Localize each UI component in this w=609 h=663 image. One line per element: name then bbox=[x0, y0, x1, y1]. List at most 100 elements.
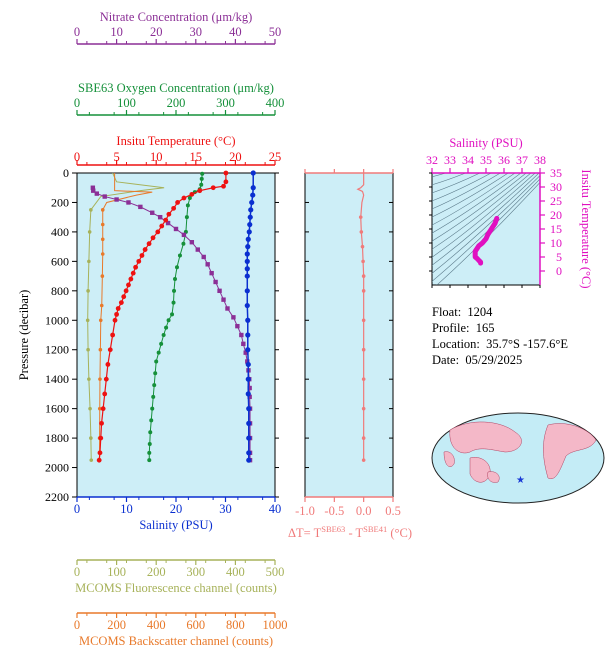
nitrate-tick-label: 30 bbox=[190, 25, 203, 39]
ts-point bbox=[478, 260, 483, 266]
temperature-point bbox=[159, 223, 165, 229]
temperature-tick-label: 0 bbox=[74, 150, 80, 164]
fluorescence-point bbox=[89, 208, 93, 212]
ts-density-contour bbox=[432, 173, 527, 242]
salinity-point bbox=[245, 236, 251, 242]
ts-temperature-tick-label: 25 bbox=[550, 194, 562, 208]
pressure-tick-label: 600 bbox=[51, 254, 69, 268]
backscatter-tick-label: 1000 bbox=[263, 618, 288, 632]
ts-point bbox=[494, 216, 499, 221]
nitrate-point bbox=[138, 204, 143, 210]
nitrate-point bbox=[173, 226, 179, 232]
delta-t-title-part: ΔT= T bbox=[288, 526, 322, 540]
oxygen-point bbox=[147, 450, 152, 455]
salinity-point bbox=[246, 229, 252, 235]
backscatter-point bbox=[100, 274, 105, 278]
temperature-point bbox=[103, 376, 109, 382]
temperature-point bbox=[142, 247, 148, 252]
temperature-series bbox=[96, 170, 229, 463]
pressure-tick-label: 1800 bbox=[45, 431, 69, 445]
salinity-point bbox=[244, 302, 250, 309]
pressure-tick-label: 2000 bbox=[45, 461, 69, 475]
salinity-tick-label: 10 bbox=[120, 502, 133, 516]
backscatter-tick-label: 400 bbox=[147, 618, 166, 632]
nitrate-point bbox=[201, 254, 206, 260]
temperature-tick-label: 15 bbox=[190, 150, 203, 164]
fluorescence-point bbox=[87, 259, 91, 264]
delta-t-tick-label: 0.5 bbox=[385, 504, 401, 518]
ts-temperature-tick-label: 20 bbox=[550, 208, 562, 222]
delta-t-point bbox=[360, 244, 365, 249]
salinity-point bbox=[245, 332, 251, 338]
ts-density-contour bbox=[432, 173, 516, 226]
nitrate-axis: 0 10 20 30 40 50 Nitrate Concentration (μm/kg) bbox=[74, 10, 282, 45]
oxygen-point bbox=[177, 253, 182, 258]
delta-t-tick-label: -0.5 bbox=[324, 504, 344, 518]
backscatter-point bbox=[100, 222, 105, 227]
nitrate-tick-label: 0 bbox=[74, 25, 80, 39]
ts-plot-area bbox=[431, 172, 541, 286]
nitrate-point bbox=[165, 220, 171, 226]
nitrate-point bbox=[217, 288, 222, 294]
salinity-point bbox=[247, 214, 253, 220]
nitrate-point bbox=[245, 359, 250, 364]
backscatter-point bbox=[98, 318, 103, 323]
nitrate-axis-title: Nitrate Concentration (μm/kg) bbox=[100, 10, 253, 24]
temperature-point bbox=[115, 306, 121, 311]
nitrate-point bbox=[102, 194, 107, 199]
nitrate-tick-label: 40 bbox=[229, 25, 242, 39]
nitrate-point bbox=[247, 385, 252, 391]
delta-t-point bbox=[358, 215, 363, 219]
ts-salinity-tick-label: 32 bbox=[426, 153, 438, 167]
oxygen-tick-label: 400 bbox=[266, 96, 285, 110]
salinity-point bbox=[245, 244, 251, 250]
ts-temperature-tick-label: 0 bbox=[556, 264, 562, 278]
fluorescence-tick-label: 400 bbox=[226, 565, 245, 579]
delta-t-plot-area bbox=[304, 172, 394, 498]
fluorescence-point bbox=[89, 436, 93, 440]
fluorescence-point bbox=[88, 406, 92, 411]
temperature-point bbox=[181, 195, 187, 201]
temperature-point bbox=[171, 205, 177, 211]
fluorescence-tick-label: 200 bbox=[147, 565, 166, 579]
fluorescence-point bbox=[89, 458, 94, 462]
world-map: ★ bbox=[431, 412, 605, 504]
backscatter-point bbox=[100, 208, 105, 212]
oxygen-tick-label: 100 bbox=[117, 96, 136, 110]
fluorescence-point bbox=[87, 377, 91, 381]
temperature-point bbox=[189, 191, 195, 197]
salinity-point bbox=[244, 258, 250, 264]
oxygen-point bbox=[154, 359, 159, 364]
nitrate-point bbox=[126, 200, 131, 205]
temperature-point bbox=[97, 450, 103, 456]
location-value: 35.7°S -157.6°E bbox=[486, 337, 569, 351]
fluorescence-point bbox=[85, 318, 90, 323]
oxygen-point bbox=[199, 176, 204, 181]
ts-density-contour bbox=[432, 173, 532, 250]
oxygen-point bbox=[184, 215, 189, 220]
salinity-tick-label: 20 bbox=[170, 502, 183, 516]
delta-t-point bbox=[361, 436, 366, 440]
temperature-point bbox=[102, 391, 108, 397]
salinity-point bbox=[245, 376, 251, 382]
temperature-axis: 0 5 10 15 20 25 Insitu Temperature (°C) bbox=[74, 134, 281, 166]
nitrate-tick-label: 20 bbox=[150, 25, 163, 39]
salinity-tick-label: 40 bbox=[269, 502, 282, 516]
temperature-point bbox=[221, 183, 226, 189]
date-row: Date: 05/29/2025 bbox=[432, 353, 523, 367]
nitrate-tick-label: 50 bbox=[269, 25, 282, 39]
backscatter-axis: 0 200 400 600 800 1000 MCOMS Backscatter chann… bbox=[74, 612, 288, 648]
ts-point bbox=[492, 221, 498, 226]
ts-temperature-axis-title: Insitu Temperature (°C) bbox=[579, 169, 593, 288]
profile-value: 165 bbox=[475, 321, 495, 335]
temperature-point bbox=[163, 217, 169, 223]
float-location-marker: ★ bbox=[516, 475, 525, 486]
nitrate-point bbox=[235, 323, 240, 329]
temperature-point bbox=[114, 311, 119, 317]
ts-point bbox=[480, 240, 485, 246]
oxygen-point bbox=[149, 418, 154, 423]
oxygen-point bbox=[159, 341, 164, 346]
delta-t-tick-label: 0.0 bbox=[356, 504, 372, 518]
